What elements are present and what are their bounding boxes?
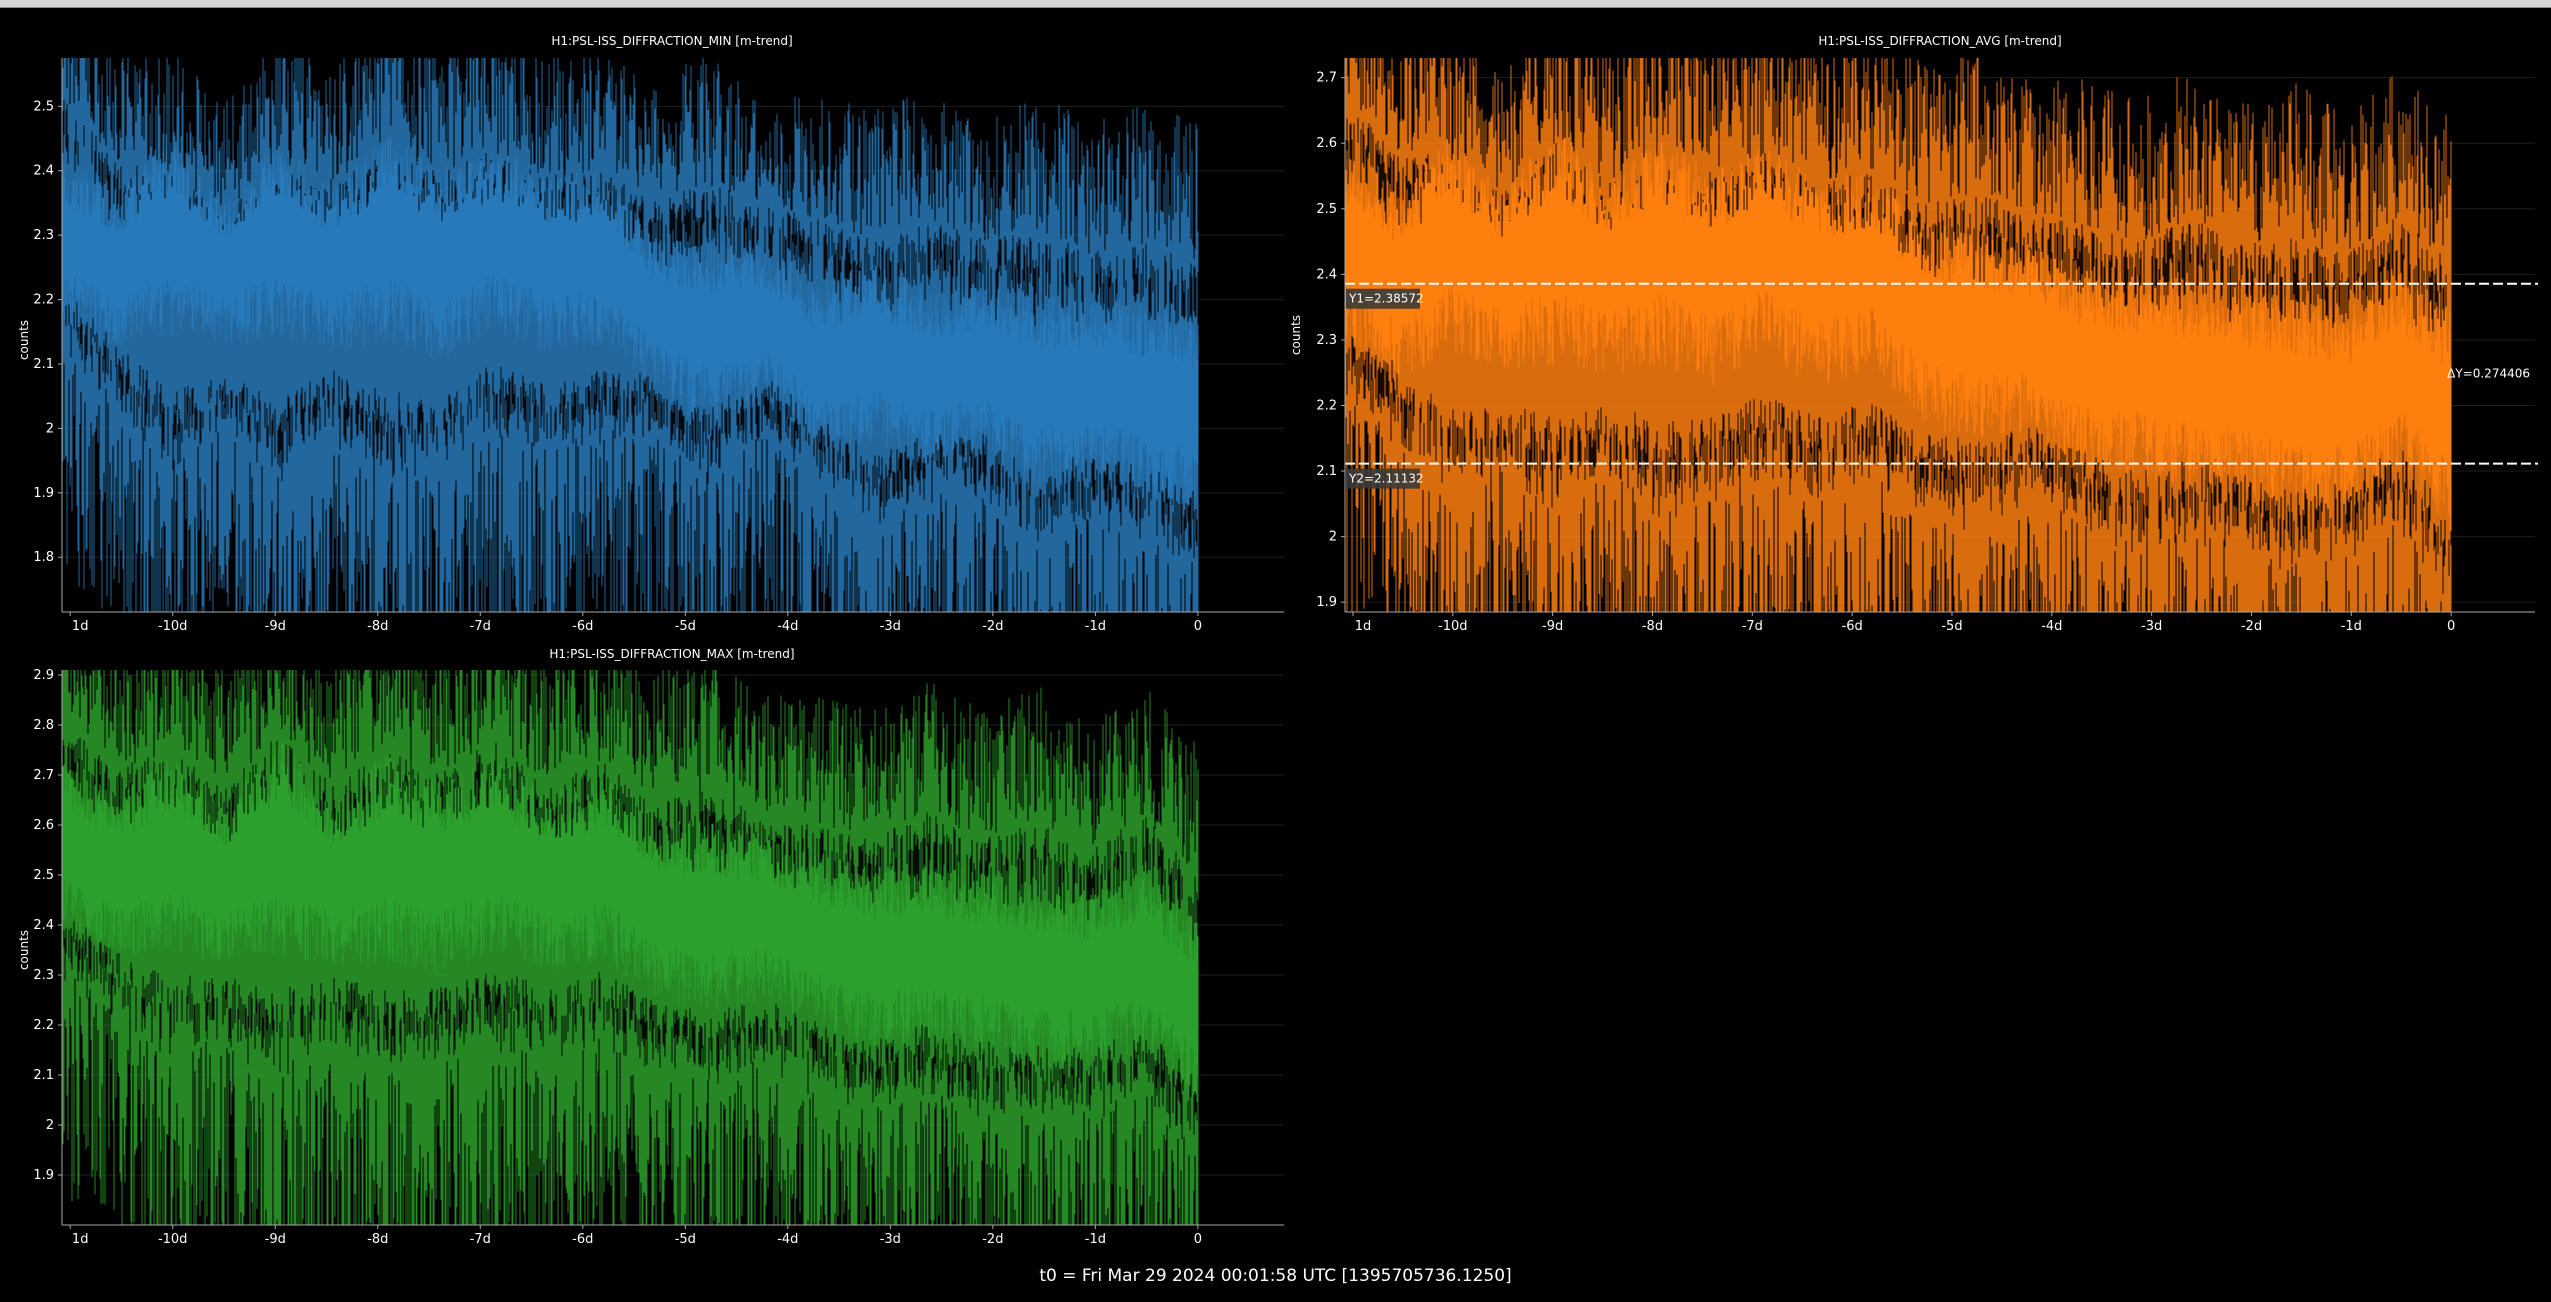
x-tick-label: -3d [880, 1232, 901, 1247]
plot-area-max[interactable] [61, 670, 1284, 1225]
y-tick-label: 2.8 [33, 718, 54, 733]
window-title-bar [0, 0, 2551, 8]
x-tick-label: -6d [572, 1232, 593, 1247]
x-tick-label: -8d [367, 619, 388, 634]
y-ticks-max: 1.9 2 2.1 2.2 2.3 2.4 2.5 2.6 2.7 2.8 2.9 [33, 668, 62, 1183]
x-ticks-min: 1d -10d -9d -8d -7d -6d -5d -4d -3d -2d -1d 0 [69, 612, 1202, 634]
y-tick-label: 2.6 [33, 818, 54, 833]
x-tick-label: -1d [1085, 619, 1106, 634]
y-ticks-min: 1.8 1.9 2 2.1 2.2 2.3 2.4 2.5 [33, 99, 62, 565]
x-tick-label: -10d [1438, 619, 1468, 634]
chart-title-min: H1:PSL-ISS_DIFFRACTION_MIN [m-trend] [551, 34, 792, 48]
x-tick-label: -1d [2341, 619, 2362, 634]
y-axis-label-max: counts [17, 930, 31, 970]
x-tick-label: -7d [470, 619, 491, 634]
y-tick-label: 1.9 [1316, 595, 1337, 610]
x-tick-label: -1d [1085, 1232, 1106, 1247]
x-tick-label: -4d [2041, 619, 2062, 634]
panel-min[interactable]: H1:PSL-ISS_DIFFRACTION_MIN [m-trend] cou… [17, 34, 1284, 634]
series-avg [1344, 58, 2452, 612]
y-tick-label: 2.1 [33, 357, 54, 372]
y-tick-label: 2 [46, 1118, 54, 1133]
plot-area-avg[interactable]: Y1=2.38572 Y2=2.11132 ΔY=0.274406 [1344, 58, 2538, 612]
x-tick-label: -8d [1642, 619, 1663, 634]
cursor-label-bg [1346, 468, 1420, 489]
y-tick-label: 2 [46, 421, 54, 436]
x-tick-label: -9d [265, 619, 286, 634]
y-tick-label: 2.3 [1316, 333, 1337, 348]
x-tick-label: -3d [880, 619, 901, 634]
y-tick-label: 2.7 [33, 768, 54, 783]
y-tick-label: 2.4 [33, 164, 54, 179]
y-ticks-avg: 1.9 2 2.1 2.2 2.3 2.4 2.5 2.6 2.7 [1316, 71, 1345, 610]
cursor-label-y2: Y2=2.11132 [1348, 472, 1424, 486]
panel-max[interactable]: H1:PSL-ISS_DIFFRACTION_MAX [m-trend] cou… [17, 647, 1284, 1247]
y-tick-label: 2.5 [33, 99, 54, 114]
x-tick-label: -5d [675, 1232, 696, 1247]
x-ticks-avg: 1d -10d -9d -8d -7d -6d -5d -4d -3d -2d -1d 0 [1352, 612, 2455, 634]
x-tick-label: -9d [265, 1232, 286, 1247]
t0-footer: t0 = Fri Mar 29 2024 00:01:58 UTC [13957… [1039, 1266, 1512, 1286]
y-tick-label: 1.9 [33, 1168, 54, 1183]
y-tick-label: 2.9 [33, 668, 54, 683]
chart-canvas: H1:PSL-ISS_DIFFRACTION_MIN [m-trend] cou… [17, 34, 2538, 1247]
x-tick-label: -6d [572, 619, 593, 634]
y-tick-label: 2.1 [1316, 464, 1337, 479]
x-tick-label: -10d [158, 1232, 188, 1247]
y-tick-label: 2.6 [1316, 136, 1337, 151]
cursor-label-bg [1346, 288, 1420, 309]
x-tick-label: -2d [982, 1232, 1003, 1247]
x-tick-label: -2d [982, 619, 1003, 634]
cursors-avg[interactable]: Y1=2.38572 Y2=2.11132 ΔY=0.274406 [1345, 282, 2538, 489]
y-tick-label: 2.3 [33, 228, 54, 243]
x-tick-label: -6d [1842, 619, 1863, 634]
y-tick-label: 2.2 [33, 293, 54, 308]
x-tick-label: 0 [2447, 619, 2455, 634]
series-min [61, 58, 1199, 612]
x-tick-label: -8d [367, 1232, 388, 1247]
x-tick-label: 1d [72, 619, 89, 634]
y-tick-label: 2.5 [33, 868, 54, 883]
panel-avg[interactable]: H1:PSL-ISS_DIFFRACTION_AVG [m-trend] cou… [1289, 34, 2538, 634]
y-axis-label-min: counts [17, 320, 31, 360]
x-tick-label: -4d [777, 619, 798, 634]
cursor-label-y1: Y1=2.38572 [1348, 292, 1424, 306]
y-tick-label: 2 [1329, 530, 1337, 545]
x-tick-label: -3d [2141, 619, 2162, 634]
x-tick-label: -2d [2241, 619, 2262, 634]
x-tick-label: 1d [1355, 619, 1372, 634]
plot-area-min[interactable] [61, 58, 1284, 612]
x-tick-label: 0 [1194, 1232, 1202, 1247]
x-tick-label: -4d [777, 1232, 798, 1247]
x-tick-label: -9d [1542, 619, 1563, 634]
y-tick-label: 2.1 [33, 1068, 54, 1083]
x-tick-label: -5d [1941, 619, 1962, 634]
x-tick-label: -7d [470, 1232, 491, 1247]
x-tick-label: 0 [1194, 619, 1202, 634]
series-max [61, 670, 1199, 1225]
y-tick-label: 1.8 [33, 550, 54, 565]
chart-title-max: H1:PSL-ISS_DIFFRACTION_MAX [m-trend] [549, 647, 794, 661]
delta-y-label: ΔY=0.274406 [2447, 367, 2530, 381]
y-tick-label: 2.2 [1316, 398, 1337, 413]
x-tick-label: -7d [1742, 619, 1763, 634]
x-tick-label: -10d [158, 619, 188, 634]
chart-title-avg: H1:PSL-ISS_DIFFRACTION_AVG [m-trend] [1818, 34, 2061, 48]
y-tick-label: 2.5 [1316, 202, 1337, 217]
y-tick-label: 2.3 [33, 968, 54, 983]
x-tick-label: -5d [675, 619, 696, 634]
y-tick-label: 2.7 [1316, 71, 1337, 86]
y-tick-label: 2.4 [33, 918, 54, 933]
x-tick-label: 1d [72, 1232, 89, 1247]
x-ticks-max: 1d -10d -9d -8d -7d -6d -5d -4d -3d -2d -1d 0 [69, 1225, 1202, 1247]
y-axis-label-avg: counts [1289, 315, 1303, 355]
y-tick-label: 2.4 [1316, 267, 1337, 282]
y-tick-label: 2.2 [33, 1018, 54, 1033]
y-tick-label: 1.9 [33, 486, 54, 501]
